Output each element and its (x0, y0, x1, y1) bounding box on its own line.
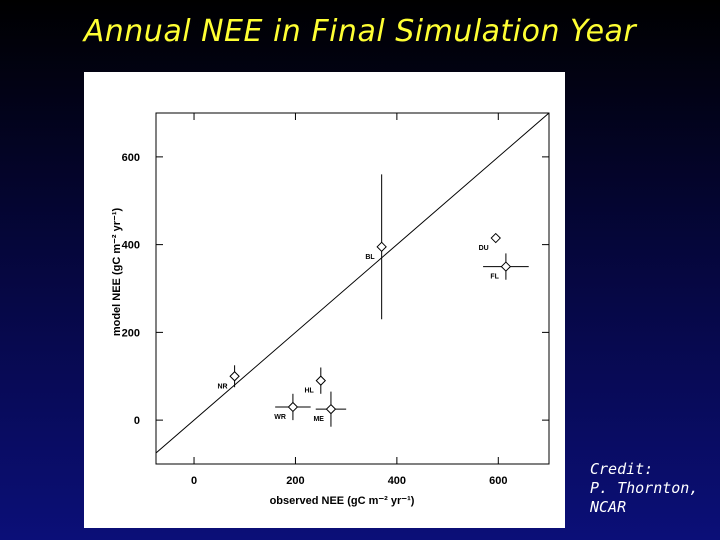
point-label: FL (490, 274, 499, 281)
nee-scatter-chart: 0 200 400 600 0 200 400 600 NR WR HL ME BL DU FL obse… (111, 112, 550, 507)
data-point: HL (304, 367, 327, 395)
point-label: WR (274, 414, 286, 421)
x-tick-label: 400 (388, 475, 406, 487)
point-label: ME (313, 416, 324, 423)
y-axis-label: model NEE (gC m⁻² yr⁻¹) (111, 207, 123, 336)
slide-title: Annual NEE in Final Simulation Year (83, 14, 637, 49)
credit-line: Credit: (590, 460, 654, 478)
x-tick-label: 600 (489, 475, 507, 487)
data-point: NR (217, 365, 240, 390)
point-label: NR (217, 383, 227, 390)
y-tick-label: 400 (122, 240, 140, 252)
point-label: DU (479, 245, 489, 252)
point-label: HL (304, 388, 314, 395)
data-point: ME (313, 391, 347, 427)
data-point: WR (274, 393, 311, 421)
plot-frame (155, 112, 550, 465)
plot-panel: 0 200 400 600 0 200 400 600 NR WR HL ME BL DU FL obse… (84, 72, 565, 528)
diamond-marker (500, 261, 512, 272)
diamond-marker (376, 241, 387, 253)
x-tick-label: 200 (286, 475, 304, 487)
x-axis-label: observed NEE (gC m⁻² yr⁻¹) (270, 495, 415, 507)
diamond-marker (287, 401, 299, 413)
credit-line: NCAR (590, 498, 627, 516)
data-point: BL (365, 174, 387, 320)
credit-note: Credit: P. Thornton, NCAR (590, 460, 718, 517)
point-label: BL (365, 254, 375, 261)
y-tick-label: 200 (122, 327, 140, 339)
y-tick-label: 600 (122, 152, 140, 164)
y-tick-label: 0 (134, 415, 140, 427)
credit-line: P. Thornton, (590, 479, 699, 497)
diamond-marker (315, 375, 327, 386)
one-to-one-line (155, 112, 550, 454)
diamond-marker (325, 403, 337, 415)
data-point: DU (479, 232, 501, 252)
diamond-marker (229, 371, 240, 382)
x-tick-label: 0 (191, 475, 197, 487)
diamond-marker (490, 232, 501, 244)
data-point: FL (483, 253, 529, 281)
